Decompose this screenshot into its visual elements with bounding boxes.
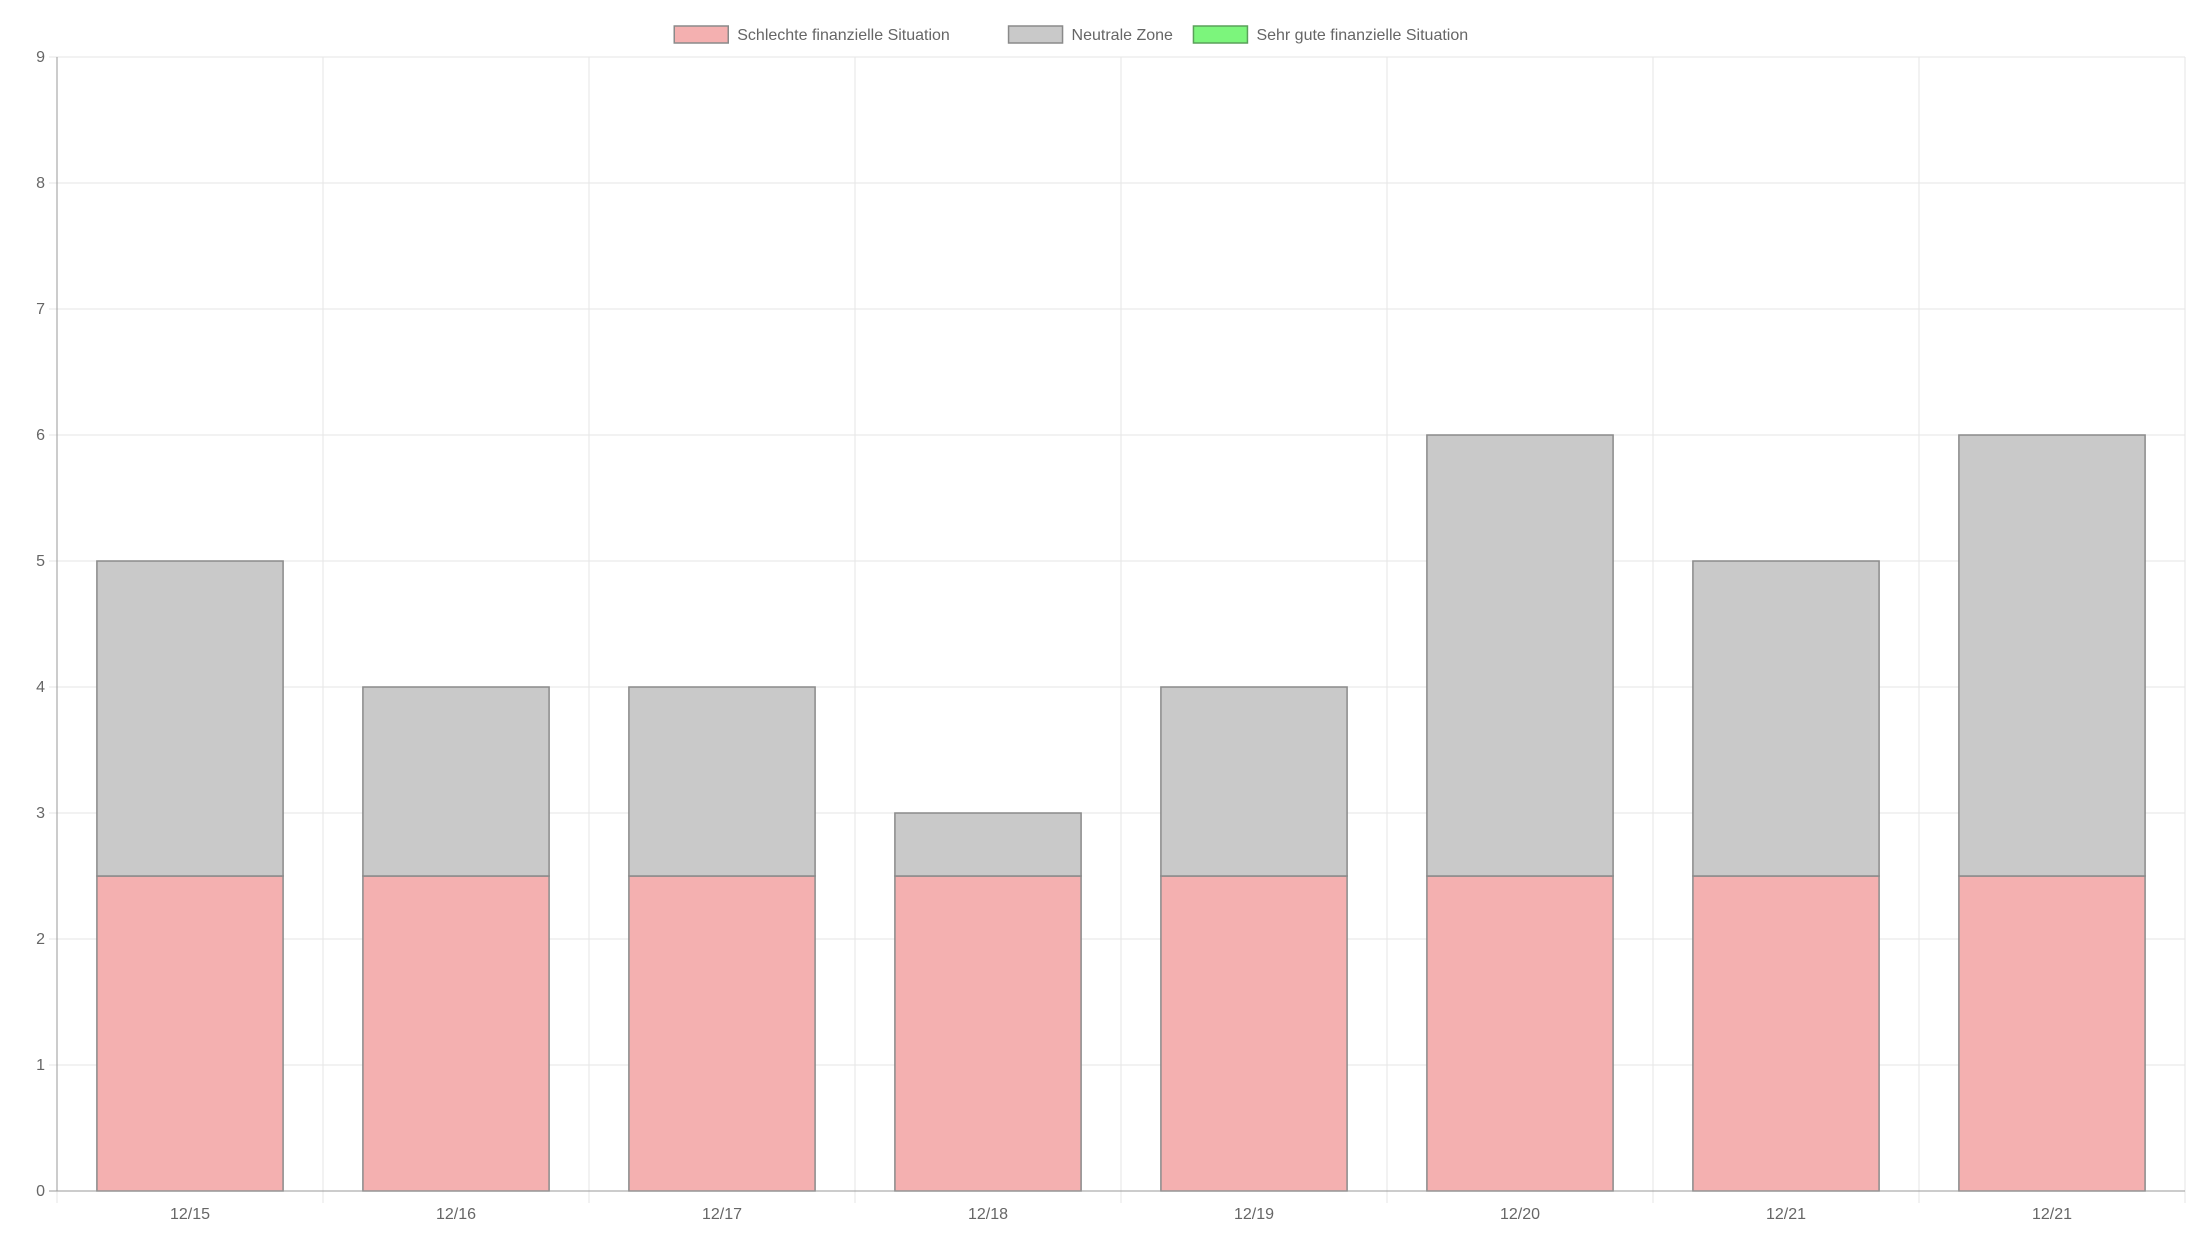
y-tick-label: 9 xyxy=(36,49,45,66)
bar-segment-series-0-cat-5[interactable] xyxy=(1426,875,1614,1192)
legend-label: Neutrale Zone xyxy=(1072,27,1173,44)
legend-label: Sehr gute finanzielle Situation xyxy=(1256,27,1468,44)
chart-bars xyxy=(96,434,2146,1192)
y-tick-label: 4 xyxy=(36,679,45,696)
bar-segment-series-1-cat-2[interactable] xyxy=(628,686,816,877)
legend-swatch xyxy=(673,25,729,44)
bar-segment-series-1-cat-1[interactable] xyxy=(362,686,550,877)
legend-item-1[interactable]: Neutrale Zone xyxy=(1007,25,1173,44)
bar-segment-series-0-cat-3[interactable] xyxy=(894,875,1082,1192)
x-tick-label: 12/21 xyxy=(1766,1206,1806,1223)
y-axis-ticks: 0 1 2 3 4 5 6 7 8 9 xyxy=(36,49,45,1200)
bar-segment-series-1-cat-7[interactable] xyxy=(1958,434,2146,877)
bar-segment-series-1-cat-6[interactable] xyxy=(1692,560,1880,877)
x-tick-label: 12/15 xyxy=(170,1206,210,1223)
legend-label: Schlechte finanzielle Situation xyxy=(737,27,950,44)
y-tick-label: 6 xyxy=(36,427,45,444)
x-tick-label: 12/20 xyxy=(1500,1206,1540,1223)
bar-segment-series-1-cat-5[interactable] xyxy=(1426,434,1614,877)
y-tick-label: 5 xyxy=(36,553,45,570)
bar-segment-series-0-cat-4[interactable] xyxy=(1160,875,1348,1192)
bar-segment-series-1-cat-4[interactable] xyxy=(1160,686,1348,877)
chart-axes xyxy=(49,57,2185,1192)
legend-item-2[interactable]: Sehr gute finanzielle Situation xyxy=(1192,25,1468,44)
bar-segment-series-0-cat-6[interactable] xyxy=(1692,875,1880,1192)
bar-segment-series-1-cat-0[interactable] xyxy=(96,560,284,877)
chart-legend[interactable]: Schlechte finanzielle Situation Neutrale … xyxy=(673,25,1468,44)
bar-segment-series-0-cat-7[interactable] xyxy=(1958,875,2146,1192)
y-tick-label: 1 xyxy=(36,1057,45,1074)
x-tick-label: 12/19 xyxy=(1234,1206,1274,1223)
x-tick-label: 12/21 xyxy=(2032,1206,2072,1223)
x-axis-ticks: 12/15 12/16 12/17 12/18 12/19 12/20 12/21 12/21 xyxy=(170,1206,2072,1223)
legend-item-0[interactable]: Schlechte finanzielle Situation xyxy=(673,25,950,44)
legend-swatch xyxy=(1007,25,1064,44)
x-tick-label: 12/16 xyxy=(436,1206,476,1223)
bar-segment-series-1-cat-3[interactable] xyxy=(894,812,1082,877)
x-tick-label: 12/17 xyxy=(702,1206,742,1223)
y-tick-label: 3 xyxy=(36,805,45,822)
y-tick-label: 0 xyxy=(36,1183,45,1200)
bar-segment-series-0-cat-2[interactable] xyxy=(628,875,816,1192)
bar-segment-series-0-cat-0[interactable] xyxy=(96,875,284,1192)
y-tick-label: 7 xyxy=(36,301,45,318)
bar-segment-series-0-cat-1[interactable] xyxy=(362,875,550,1192)
x-tick-label: 12/18 xyxy=(968,1206,1008,1223)
legend-swatch xyxy=(1192,25,1249,44)
y-tick-label: 2 xyxy=(36,931,45,948)
y-tick-label: 8 xyxy=(36,175,45,192)
